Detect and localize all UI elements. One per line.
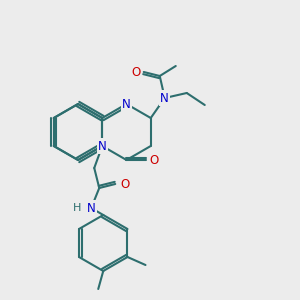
Text: O: O <box>121 178 130 190</box>
Text: N: N <box>160 92 169 104</box>
Text: H: H <box>73 203 81 213</box>
Text: O: O <box>131 65 140 79</box>
Text: N: N <box>122 98 131 110</box>
Text: N: N <box>98 140 106 152</box>
Text: O: O <box>150 154 159 166</box>
Text: N: N <box>87 202 96 214</box>
